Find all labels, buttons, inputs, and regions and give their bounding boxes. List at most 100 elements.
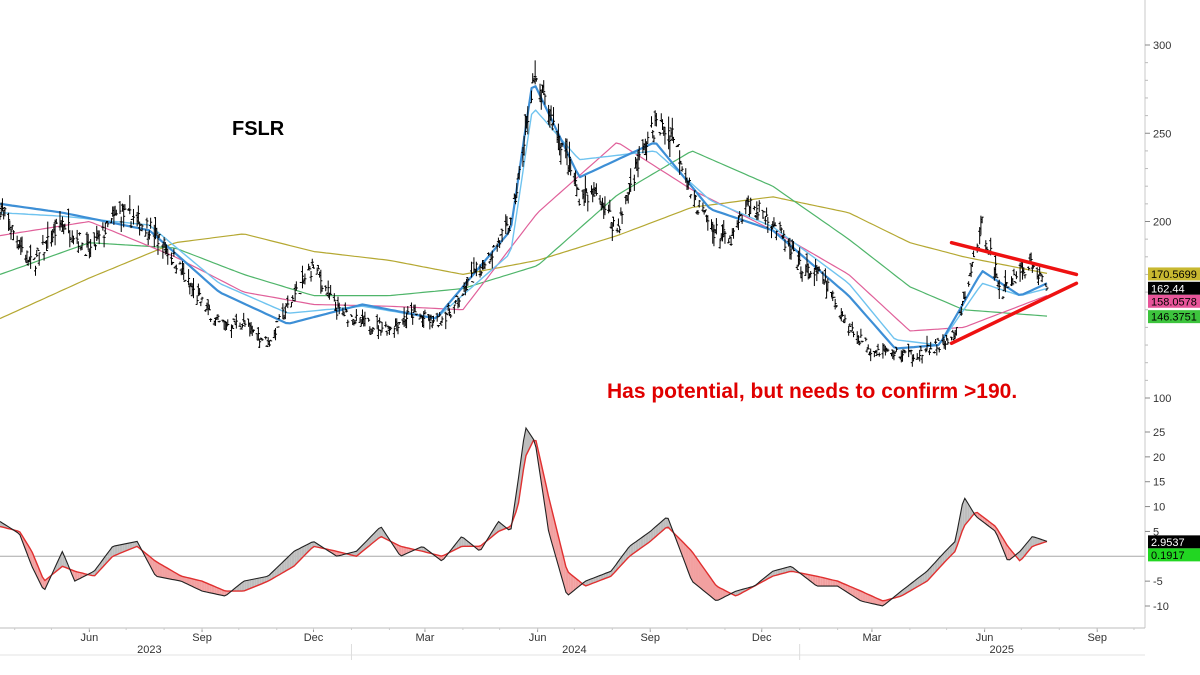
osc-fill-segment: [117, 544, 120, 555]
oscillator-fast-line: [0, 426, 1048, 607]
last-value-tag: [1148, 310, 1200, 324]
osc-fill-segment: [184, 576, 187, 584]
osc-fill-segment: [877, 598, 881, 606]
osc-fill-segment: [949, 544, 953, 557]
year-label: 2024: [562, 644, 586, 656]
last-value-tag: [1148, 535, 1200, 549]
osc-fill-segment: [870, 595, 873, 604]
osc-fill-segment: [147, 554, 150, 565]
osc-fill-segment: [912, 580, 915, 590]
oscillator-panel: [0, 426, 1145, 607]
osc-fill-segment: [396, 544, 399, 554]
osc-fill-segment: [630, 543, 634, 556]
osc-fill-segment: [194, 579, 197, 589]
osc-fill-segment: [57, 556, 60, 571]
osc-fill-segment: [653, 526, 656, 539]
osc-fill-segment: [643, 534, 646, 547]
osc-fill-segment: [249, 579, 252, 589]
osc-fill-segment: [847, 585, 851, 595]
year-label: 2023: [137, 644, 161, 656]
osc-fill-segment: [164, 566, 168, 579]
osc-fill-segment: [825, 578, 828, 587]
x-tick-label: Sep: [192, 632, 212, 644]
osc-fill-segment: [817, 576, 821, 587]
osc-fill-segment: [172, 570, 175, 580]
osc-y-tick-label: -5: [1153, 576, 1163, 588]
price-bars-layer: [0, 60, 1049, 367]
osc-fill-segment: [658, 522, 661, 535]
osc-fill-segment: [832, 579, 836, 587]
osc-fill-segment: [914, 578, 918, 589]
osc-fill-segment: [867, 594, 871, 604]
osc-fill-segment: [720, 588, 723, 599]
chart-title: FSLR: [232, 118, 285, 140]
osc-fill-segment: [934, 560, 938, 573]
x-tick-label: Mar: [862, 632, 881, 644]
osc-fill-segment: [875, 597, 878, 605]
osc-fill-segment: [371, 533, 374, 545]
osc-y-tick-label: -10: [1153, 601, 1169, 613]
osc-fill-segment: [845, 584, 848, 593]
osc-fill-segment: [772, 570, 776, 577]
osc-fill-segment: [174, 572, 177, 581]
osc-fill-segment: [241, 581, 245, 592]
osc-fill-segment: [964, 498, 968, 526]
triangle-pattern-layer: [949, 240, 1079, 346]
x-tick-label: Mar: [415, 632, 434, 644]
x-tick-label: Jun: [529, 632, 547, 644]
osc-y-tick-label: 25: [1153, 427, 1165, 439]
osc-fill-segment: [650, 528, 654, 542]
osc-fill-segment: [967, 502, 970, 523]
osc-fill-segment: [860, 590, 863, 602]
osc-fill-segment: [299, 547, 302, 561]
osc-fill-segment: [401, 546, 404, 556]
osc-fill-segment: [573, 576, 576, 591]
osc-fill-segment: [186, 577, 190, 586]
osc-fill-segment: [787, 566, 791, 573]
osc-fill-segment: [74, 571, 78, 582]
osc-fill-segment: [678, 537, 681, 552]
osc-fill-segment: [206, 583, 210, 593]
osc-fill-segment: [1034, 537, 1038, 546]
osc-fill-segment: [259, 577, 262, 585]
osc-fill-segment: [785, 567, 788, 573]
osc-fill-segment: [703, 567, 706, 593]
osc-fill-segment: [154, 560, 158, 577]
osc-fill-segment: [628, 545, 631, 558]
x-tick-label: Jun: [81, 632, 99, 644]
osc-fill-segment: [603, 573, 606, 580]
annotation-text: Has potential, but needs to confirm >190…: [607, 380, 1017, 403]
price-y-tick-label: 200: [1153, 217, 1171, 229]
osc-fill-segment: [937, 557, 940, 570]
osc-fill-segment: [256, 577, 260, 586]
osc-fill-segment: [775, 569, 778, 576]
x-tick-label: Dec: [752, 632, 772, 644]
ma-olive-line: [0, 196, 1048, 320]
osc-fill-segment: [129, 542, 133, 550]
osc-fill-segment: [633, 541, 636, 554]
osc-fill-segment: [645, 532, 649, 545]
oscillator-slow-line: [0, 439, 1048, 602]
last-value-tag-label: 162.44: [1151, 283, 1185, 295]
osc-fill-segment: [373, 530, 377, 543]
last-value-tag: [1148, 548, 1200, 562]
osc-fill-segment: [199, 580, 202, 592]
osc-fill-segment: [251, 578, 255, 588]
osc-fill-segment: [289, 553, 292, 569]
osc-fill-segment: [835, 580, 838, 587]
x-tick-label: Sep: [1087, 632, 1107, 644]
price-y-tick-label: 100: [1153, 393, 1171, 405]
osc-fill-segment: [1037, 537, 1040, 545]
last-value-tag-label: 146.3751: [1151, 312, 1197, 324]
osc-fill-segment: [717, 586, 721, 601]
osc-fill-segment: [922, 572, 925, 584]
osc-fill-segment: [209, 584, 212, 594]
osc-fill-segment: [722, 589, 726, 598]
axis-layer: 300 250 200 100 25 20 15 10 5 -5 -10 Jun Sep Dec Mar Ju…: [0, 0, 1171, 660]
osc-fill-segment: [157, 562, 160, 577]
last-value-tag: [1148, 281, 1200, 295]
osc-fill-segment: [122, 543, 125, 553]
osc-fill-segment: [353, 551, 357, 557]
